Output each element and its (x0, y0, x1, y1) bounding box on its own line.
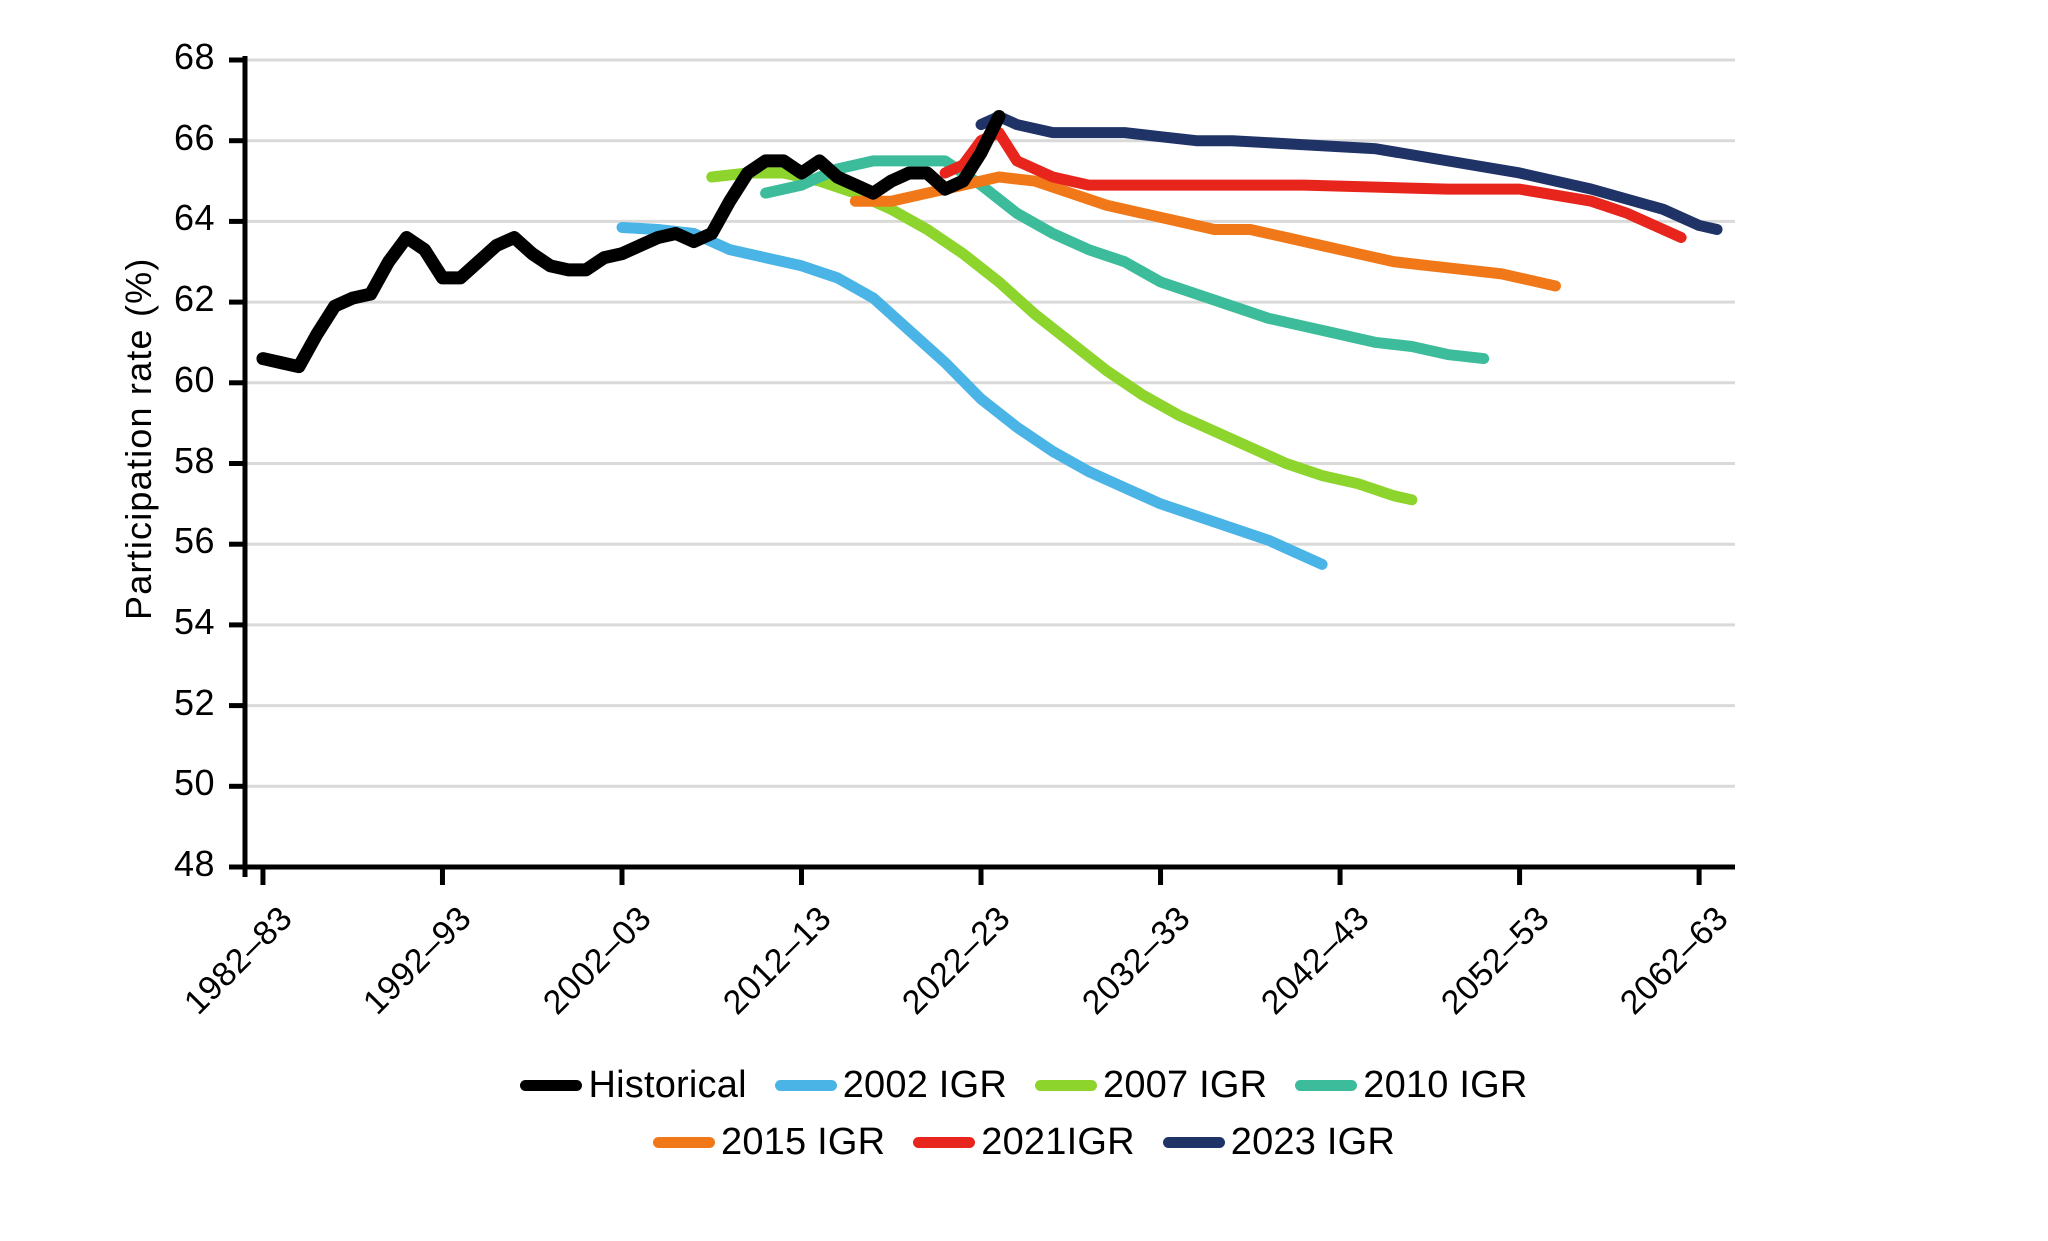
y-axis-tick-label: 68 (173, 36, 215, 77)
y-axis-tick-label: 50 (173, 762, 215, 804)
chart-legend: Historical 2002 IGR 2007 IGR 2010 IGR 2015 I… (0, 1064, 2048, 1178)
legend-label: 2021IGR (981, 1121, 1135, 1163)
legend-swatch-icon (1034, 1080, 1097, 1091)
y-axis-tick-label: 66 (173, 116, 215, 158)
legend-swatch-icon (913, 1137, 976, 1148)
legend-label: 2023 IGR (1230, 1121, 1396, 1163)
legend-label: 2015 IGR (720, 1121, 886, 1163)
legend-item-historical[interactable]: Historical (520, 1064, 747, 1107)
y-axis-tick-label: 64 (173, 197, 215, 239)
y-axis-tick-label: 62 (173, 278, 215, 320)
legend-item-2023-igr[interactable]: 2023 IGR (1162, 1121, 1396, 1164)
y-axis-tick-label: 56 (173, 520, 215, 562)
y-axis-tick-label: 48 (173, 843, 215, 884)
y-axis-tick-label: 58 (173, 439, 215, 481)
legend-swatch-icon (1295, 1080, 1358, 1091)
legend-swatch-icon (1162, 1137, 1225, 1148)
legend-item-2002-igr[interactable]: 2002 IGR (774, 1064, 1007, 1107)
series-line-2010-igr (760, 155, 1490, 365)
legend-label: Historical (588, 1064, 747, 1106)
legend-item-2015-igr[interactable]: 2015 IGR (652, 1121, 886, 1164)
legend-swatch-icon (774, 1080, 837, 1091)
legend-item-2021igr[interactable]: 2021IGR (913, 1121, 1135, 1164)
legend-row: Historical 2002 IGR 2007 IGR 2010 IGR (0, 1064, 2048, 1107)
legend-swatch-icon (652, 1137, 715, 1148)
series-line-2015-igr (849, 171, 1561, 292)
series-line-2007-igr (706, 167, 1418, 506)
series-line-2002-igr (616, 221, 1328, 570)
y-axis-tick-label: 52 (173, 681, 215, 723)
legend-label: 2007 IGR (1102, 1064, 1268, 1106)
legend-item-2010-igr[interactable]: 2010 IGR (1295, 1064, 1527, 1107)
legend-item-2007-igr[interactable]: 2007 IGR (1034, 1064, 1268, 1107)
legend-swatch-icon (520, 1080, 583, 1091)
y-axis-tick-label: 54 (173, 600, 215, 642)
legend-label: 2010 IGR (1363, 1064, 1528, 1106)
legend-row: 2015 IGR 2021IGR 2023 IGR (0, 1121, 2048, 1164)
legend-label: 2002 IGR (842, 1064, 1007, 1106)
y-axis-tick-label: 60 (173, 358, 215, 400)
series-line-2023-igr (975, 110, 1723, 235)
series-line-historical (256, 109, 1006, 374)
